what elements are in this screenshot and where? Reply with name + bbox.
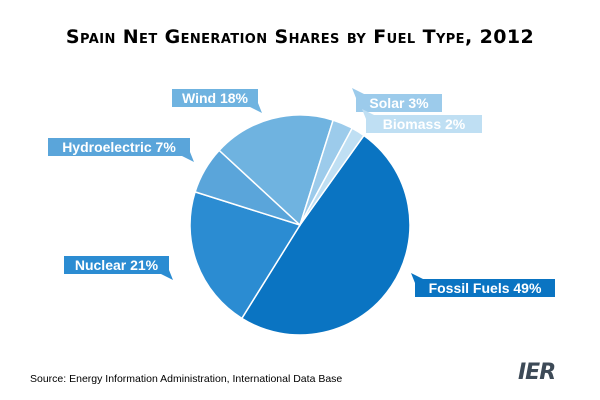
source-note: Source: Energy Information Administratio… [30, 373, 343, 385]
pie-slice-nuclear [189, 190, 302, 320]
pie-label-nuclear: Nuclear 21% [64, 256, 173, 280]
pie-label-solar: Solar 3% [352, 88, 442, 112]
pie-label-fossil-fuels: Fossil Fuels 49% [411, 273, 555, 297]
pie-label-text-fossil-fuels: Fossil Fuels 49% [429, 280, 542, 296]
chart-title: Spain Net Generation Shares by Fuel Type… [65, 26, 535, 48]
pie-label-biomass: Biomass 2% [362, 109, 482, 133]
pie-label-hydroelectric: Hydroelectric 7% [48, 138, 194, 162]
pie-label-wind: Wind 18% [172, 89, 262, 113]
pie-label-text-wind: Wind 18% [182, 90, 249, 106]
pie-label-text-nuclear: Nuclear 21% [75, 257, 159, 273]
pie-label-text-biomass: Biomass 2% [383, 116, 466, 132]
pie-label-text-solar: Solar 3% [369, 95, 429, 111]
pie-slice-wind [218, 114, 335, 227]
pie-label-text-hydroelectric: Hydroelectric 7% [62, 139, 176, 155]
pie-slice-fossil-fuels [240, 134, 411, 336]
ier-logo: IER [518, 360, 556, 385]
pie-slice-biomass [299, 127, 365, 226]
